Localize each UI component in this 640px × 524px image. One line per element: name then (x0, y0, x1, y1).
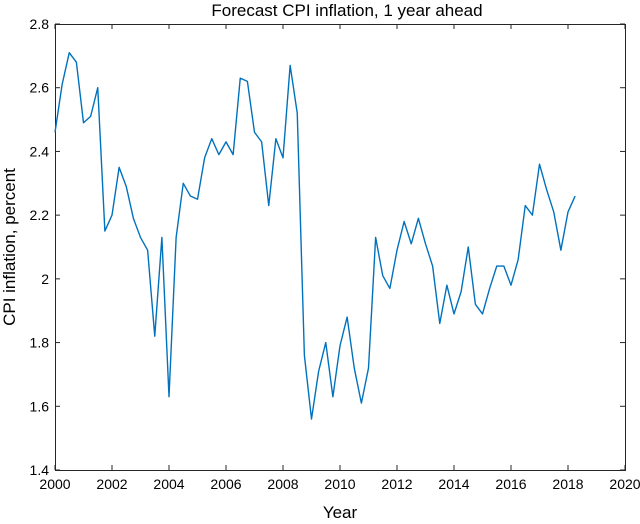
x-tick-label: 2008 (267, 476, 298, 492)
x-tick-label: 2016 (495, 476, 526, 492)
x-tick-label: 2010 (324, 476, 355, 492)
y-tick-label: 2.8 (30, 16, 50, 32)
y-tick-label: 2 (41, 271, 49, 287)
series-line-cpi-forecast (54, 51, 576, 420)
y-tick-label: 1.4 (30, 462, 50, 478)
y-axis: 1.4 1.6 1.8 2 2.2 2.4 2.6 2.8 (30, 16, 625, 478)
y-axis-label: CPI inflation, percent (0, 168, 19, 326)
x-axis-label: Year (323, 503, 358, 522)
x-tick-label: 2002 (96, 476, 127, 492)
x-tick-label: 2020 (609, 476, 640, 492)
y-tick-label: 1.6 (30, 398, 50, 414)
y-tick-label: 1.8 (30, 335, 50, 351)
x-tick-label: 2014 (438, 476, 469, 492)
x-tick-label: 2006 (210, 476, 241, 492)
plot-area: 2000 2002 2004 2006 2008 2010 2012 2014 2016 2018… (30, 16, 640, 492)
axes-box (55, 24, 626, 471)
x-tick-label: 2012 (381, 476, 412, 492)
y-tick-label: 2.2 (30, 207, 50, 223)
chart-title: Forecast CPI inflation, 1 year ahead (211, 1, 482, 20)
x-axis: 2000 2002 2004 2006 2008 2010 2012 2014 2016 2018… (39, 24, 640, 492)
y-tick-label: 2.6 (30, 80, 50, 96)
x-tick-label: 2000 (39, 476, 70, 492)
x-tick-label: 2004 (153, 476, 184, 492)
y-tick-label: 2.4 (30, 143, 50, 159)
x-tick-label: 2018 (552, 476, 583, 492)
